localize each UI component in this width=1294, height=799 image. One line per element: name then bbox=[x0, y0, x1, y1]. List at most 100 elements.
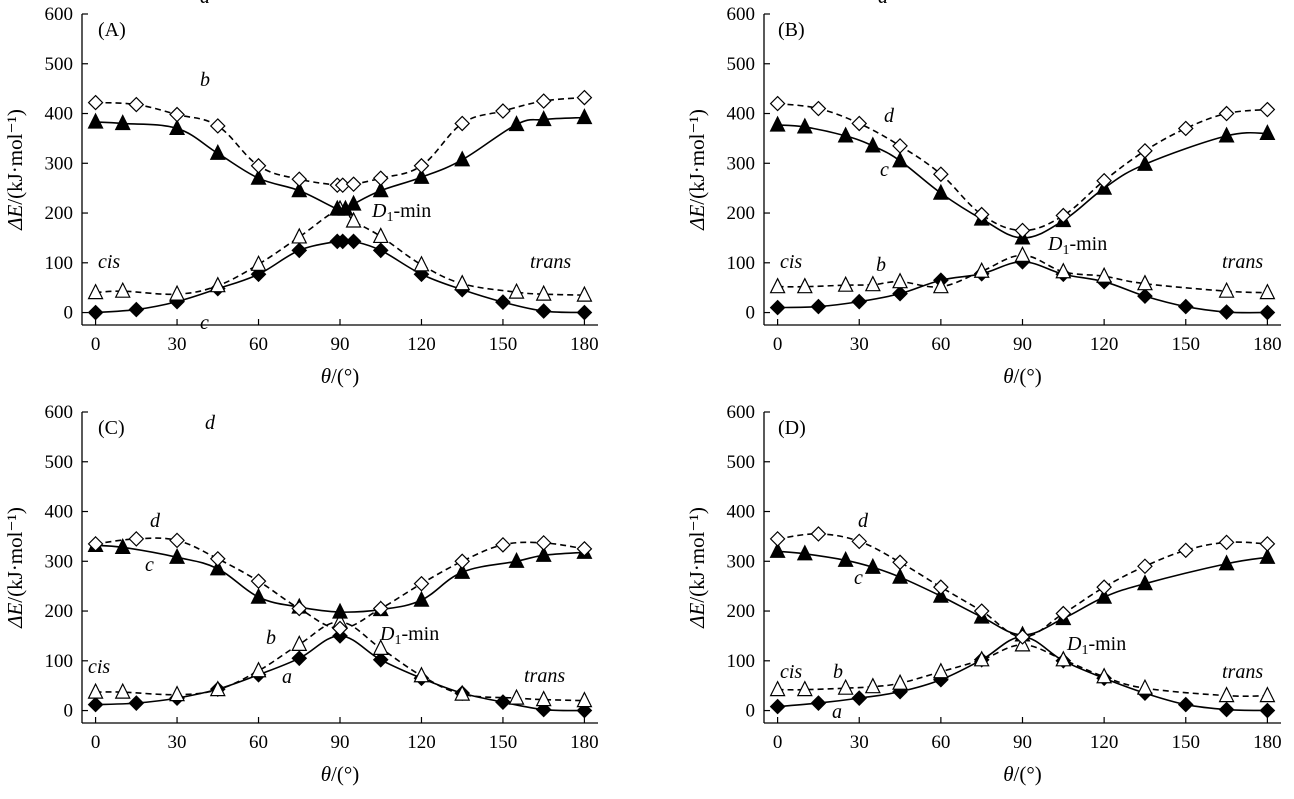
series-d-point bbox=[1177, 120, 1194, 137]
x-tick-label: 150 bbox=[1172, 732, 1201, 753]
dmin-label: D1-min bbox=[1047, 233, 1107, 258]
x-axis-title-unit: /(°) bbox=[331, 364, 359, 388]
series-c-point bbox=[114, 114, 131, 131]
series-c-point bbox=[250, 168, 267, 185]
x-axis-title-unit: /(°) bbox=[1014, 364, 1042, 388]
series-a-point bbox=[851, 293, 868, 310]
dmin-label-rest: -min bbox=[393, 200, 431, 222]
series-b-point bbox=[932, 662, 949, 679]
y-axis-title-main: ΔE bbox=[685, 603, 709, 629]
series-d-line bbox=[777, 102, 1268, 232]
series-b-point bbox=[1014, 245, 1031, 262]
series-a-point bbox=[128, 301, 145, 318]
series-c-point bbox=[454, 150, 471, 167]
series-b-point bbox=[973, 261, 990, 278]
y-tick-label: 300 bbox=[727, 153, 756, 174]
series-c-point bbox=[169, 547, 186, 564]
series-d-point bbox=[892, 138, 908, 154]
y-tick-label: 600 bbox=[45, 4, 74, 25]
series-d-point bbox=[1055, 207, 1072, 224]
cis-label: cis bbox=[98, 251, 120, 273]
series-c-point bbox=[769, 115, 786, 132]
dmin-label-sub: 1 bbox=[394, 633, 401, 648]
series-b-point bbox=[87, 682, 104, 699]
series-d-point bbox=[769, 95, 786, 112]
x-axis-title: θ/(°) bbox=[321, 762, 360, 786]
series-a-point bbox=[87, 696, 104, 713]
trans-label: trans bbox=[1222, 251, 1263, 273]
x-tick-label: 120 bbox=[1090, 334, 1119, 355]
series-d-point bbox=[1259, 536, 1276, 552]
series-c-point bbox=[769, 541, 786, 558]
series-a-point bbox=[1218, 701, 1235, 718]
x-tick-label: 60 bbox=[931, 334, 950, 355]
series-b-point bbox=[535, 284, 552, 301]
x-tick-label: 150 bbox=[489, 334, 518, 355]
series-c-point bbox=[1096, 587, 1113, 604]
y-tick-label: 300 bbox=[45, 551, 74, 572]
dmin-label: D1-min bbox=[1066, 633, 1126, 658]
series-a-point bbox=[851, 690, 868, 706]
series-b-point bbox=[250, 254, 267, 271]
series-d-point bbox=[851, 115, 868, 132]
curve-label-c: c bbox=[854, 567, 863, 589]
series-d-point bbox=[810, 526, 827, 542]
series-a-point bbox=[769, 299, 786, 316]
series-b-point bbox=[114, 281, 131, 298]
dmin-label-sub: 1 bbox=[386, 210, 393, 225]
series-d-point bbox=[769, 531, 786, 547]
y-axis-title-unit: /(kJ·mol⁻¹) bbox=[3, 109, 27, 205]
series-b-point bbox=[1136, 678, 1153, 695]
series-d-point bbox=[454, 115, 471, 132]
series-c-point bbox=[864, 557, 881, 574]
series-d-point bbox=[933, 166, 949, 183]
x-tick-label: 180 bbox=[570, 732, 599, 753]
series-d-point bbox=[851, 533, 868, 550]
series-d-point bbox=[933, 579, 949, 596]
series-b-point bbox=[1096, 266, 1113, 283]
series-d bbox=[769, 95, 1276, 239]
series-c-point bbox=[1218, 554, 1235, 571]
cis-label: cis bbox=[780, 661, 802, 683]
curve-label-d: d bbox=[205, 412, 216, 434]
series-b-point bbox=[169, 685, 186, 702]
x-axis-title-main: θ bbox=[1003, 364, 1013, 388]
x-tick-label: 90 bbox=[331, 334, 350, 355]
y-tick-label: 0 bbox=[746, 701, 756, 722]
series-a-point bbox=[345, 233, 362, 250]
series-d-point bbox=[87, 94, 104, 111]
y-axis-title-unit: /(kJ·mol⁻¹) bbox=[685, 109, 709, 205]
curve-label-b: b bbox=[266, 627, 276, 649]
series-c bbox=[87, 536, 593, 619]
x-tick-label: 90 bbox=[1013, 334, 1032, 355]
series-b-point bbox=[454, 274, 471, 291]
trans-label: trans bbox=[1222, 661, 1263, 683]
x-tick-label: 30 bbox=[850, 334, 869, 355]
x-tick-label: 30 bbox=[168, 732, 187, 753]
series-a-line bbox=[95, 635, 585, 712]
series-c-point bbox=[576, 108, 593, 125]
x-tick-label: 60 bbox=[249, 334, 268, 355]
x-axis-title-unit: /(°) bbox=[331, 762, 359, 786]
x-tick-label: 90 bbox=[1013, 732, 1032, 753]
series-b-point bbox=[1096, 667, 1113, 684]
series-b-point bbox=[413, 666, 430, 683]
series-d-point bbox=[1218, 105, 1235, 122]
series-d-point bbox=[495, 103, 511, 119]
curve-label-d: d bbox=[858, 510, 869, 532]
series-d-point bbox=[1014, 629, 1031, 645]
curve-label-b: b bbox=[876, 254, 886, 276]
trans-label: trans bbox=[530, 251, 571, 273]
series-d-point bbox=[291, 171, 308, 188]
series-d-point bbox=[413, 575, 430, 592]
series-b-point bbox=[796, 277, 813, 294]
series-c-point bbox=[508, 115, 525, 132]
curve-label-d: d bbox=[884, 105, 895, 127]
series-b-point bbox=[796, 680, 813, 697]
curve-label-a: a bbox=[282, 666, 292, 688]
dmin-label-rest: -min bbox=[1088, 633, 1126, 655]
series-d-point bbox=[209, 118, 226, 134]
dmin-label-d: D bbox=[379, 623, 395, 645]
series-d-point bbox=[1177, 542, 1194, 559]
series-a-point bbox=[87, 304, 104, 321]
